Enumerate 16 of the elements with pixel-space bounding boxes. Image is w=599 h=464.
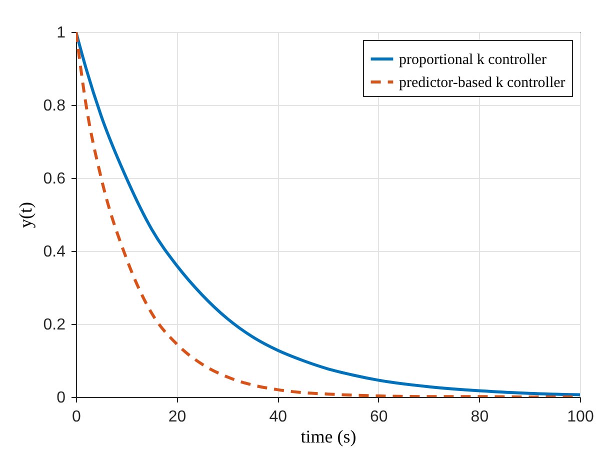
y-tick-label: 0.4 <box>43 244 66 260</box>
y-tick-label: 1 <box>56 24 66 42</box>
x-tick-label: 60 <box>370 408 388 426</box>
x-tick-label: 100 <box>567 408 594 426</box>
y-tick-label: 0 <box>56 390 66 406</box>
x-axis-title: time (s) <box>300 426 356 446</box>
y-tick-label: 0.2 <box>43 316 66 334</box>
x-tick-label: 40 <box>269 408 288 426</box>
y-axis-title: y(t) <box>15 202 36 228</box>
y-tick-label: 0.6 <box>43 170 66 188</box>
legend-label: predictor-based k controller <box>399 75 566 91</box>
x-tick-label: 80 <box>470 408 489 426</box>
x-tick-label: 0 <box>72 408 82 426</box>
legend-label: proportional k controller <box>399 52 546 68</box>
y-tick-label: 0.8 <box>43 98 66 114</box>
x-tick-label: 20 <box>168 408 186 426</box>
